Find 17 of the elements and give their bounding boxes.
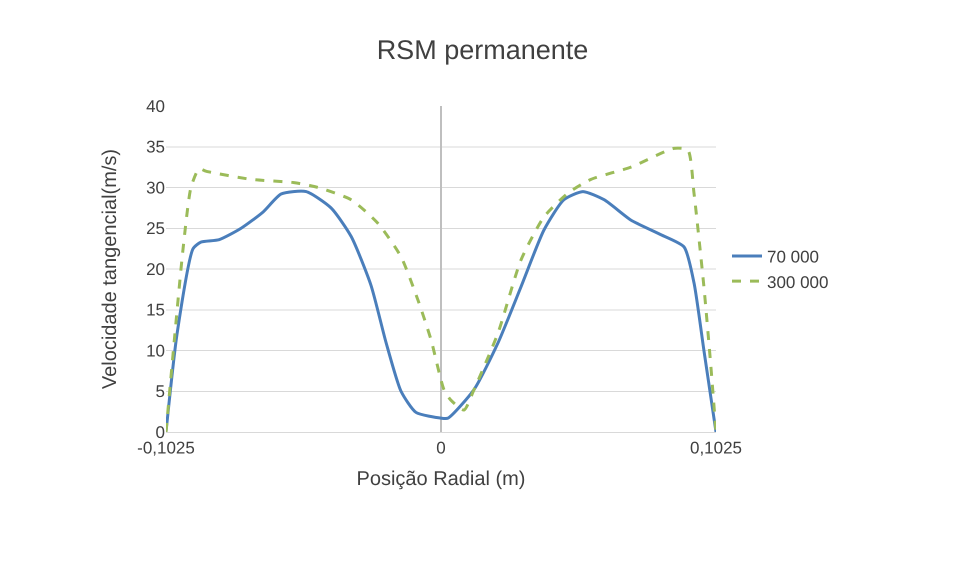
y-tick-label: 20 bbox=[146, 260, 165, 279]
chart-title: RSM permanente bbox=[376, 35, 588, 66]
y-tick-label: 25 bbox=[146, 219, 165, 238]
legend-label: 300 000 bbox=[767, 272, 828, 292]
x-tick-label: 0,1025 bbox=[690, 438, 742, 458]
line-series bbox=[166, 190, 716, 432]
x-tick-label: 0 bbox=[436, 438, 446, 458]
y-tick-label: 40 bbox=[146, 96, 165, 116]
y-tick-label: 5 bbox=[156, 382, 165, 402]
y-axis-title: Velocidade tangencial(m/s) bbox=[99, 148, 121, 390]
legend-label: 70 000 bbox=[767, 248, 819, 267]
y-tick-label: 30 bbox=[146, 178, 165, 198]
line-series bbox=[166, 146, 716, 432]
y-tick-label: 10 bbox=[146, 341, 165, 360]
y-tick-label: 15 bbox=[146, 300, 165, 320]
x-axis-title: Posição Radial (m) bbox=[356, 468, 526, 490]
y-tick-label: 35 bbox=[146, 138, 165, 157]
